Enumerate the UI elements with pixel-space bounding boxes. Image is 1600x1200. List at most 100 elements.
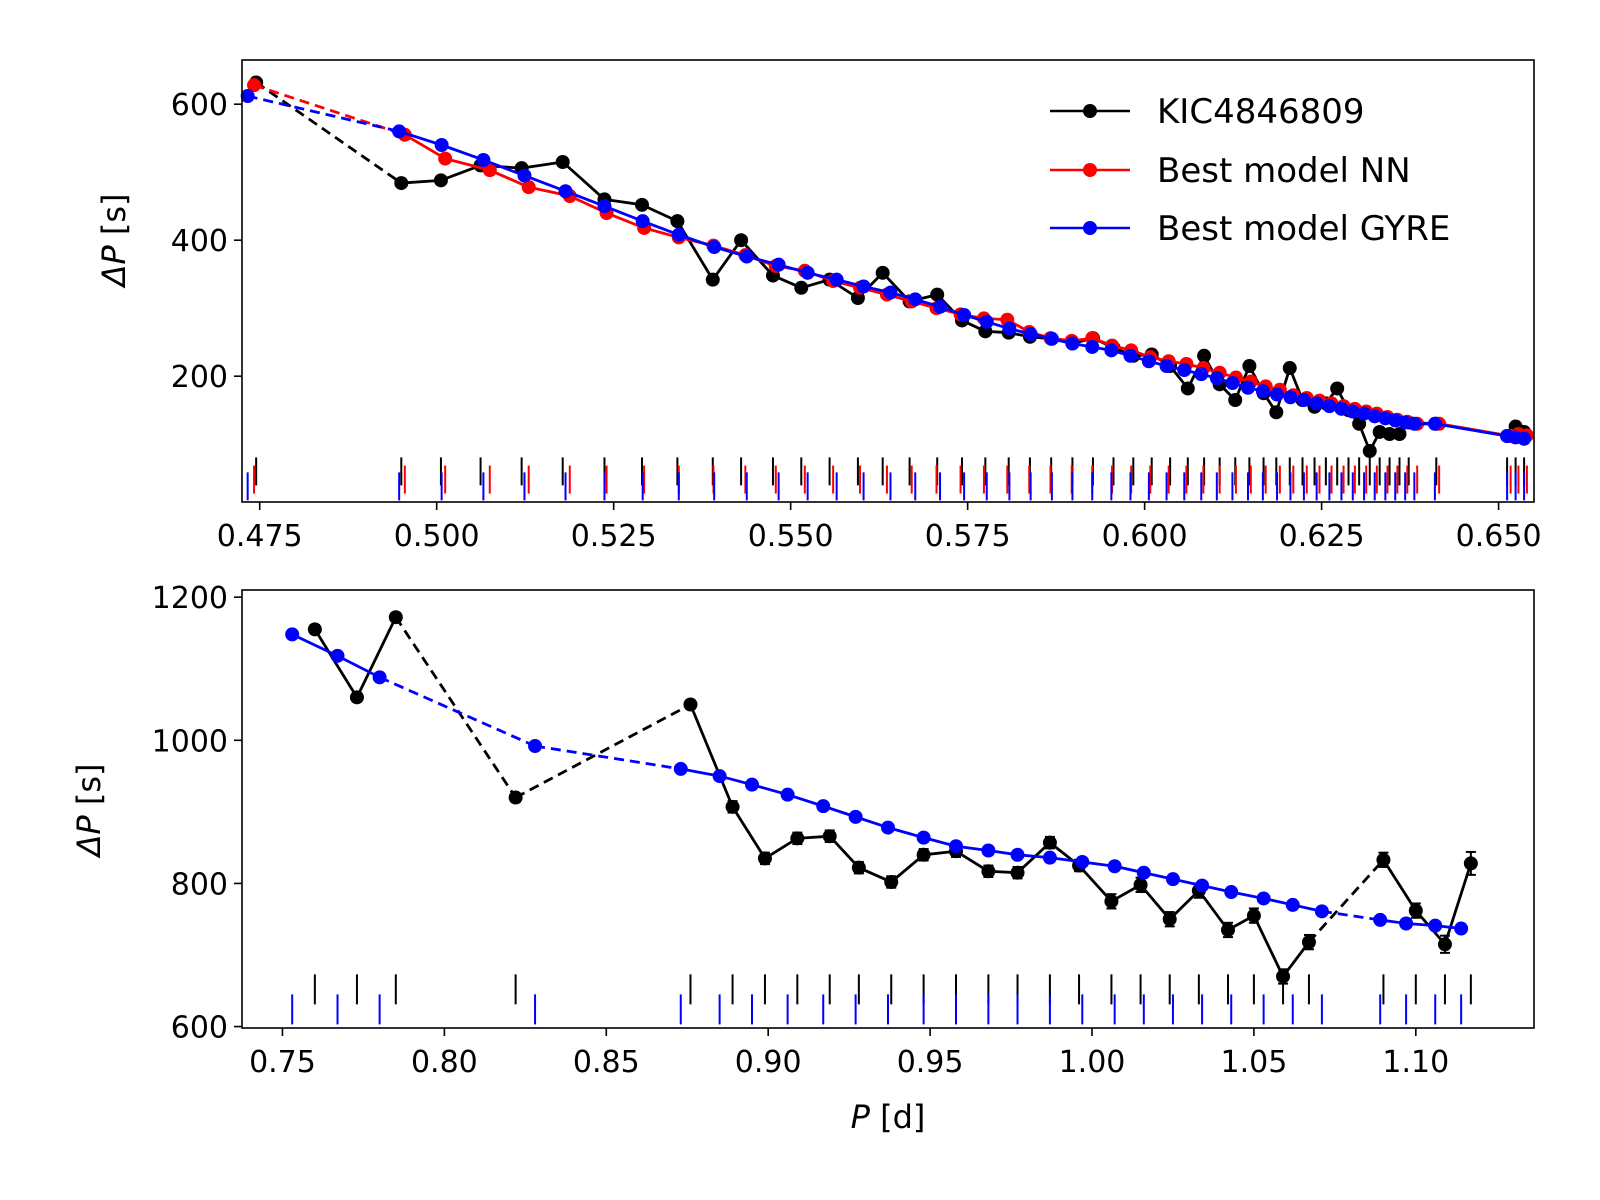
y-tick-label: 800	[171, 867, 228, 902]
data-point	[1330, 381, 1345, 396]
data-point	[1002, 321, 1017, 336]
data-point	[1309, 396, 1324, 411]
data-point	[780, 787, 795, 802]
data-point	[712, 769, 727, 784]
series-segment	[1139, 883, 1171, 921]
data-point	[555, 155, 570, 169]
bottom-y-axis-label: ΔP [s]	[70, 764, 108, 860]
x-tick-label: 0.600	[1102, 519, 1188, 554]
x-tick-label: 0.90	[735, 1045, 802, 1080]
legend-label-nn: Best model NN	[1157, 151, 1411, 191]
data-point	[1044, 331, 1059, 346]
data-point	[635, 214, 650, 229]
top-y-axis: 200 400 600	[171, 88, 242, 395]
data-point	[433, 173, 448, 188]
top-x-axis: 0.475 0.500 0.525 0.550 0.575 0.600 0.625 0.650	[217, 502, 1542, 554]
series-segment	[482, 158, 525, 177]
data-point	[1269, 405, 1284, 420]
series-segment	[523, 174, 567, 193]
data-point	[671, 227, 686, 242]
data-point	[1246, 908, 1261, 923]
data-point	[521, 180, 536, 195]
data-point	[1136, 865, 1151, 880]
x-tick-label: 0.95	[897, 1045, 964, 1080]
data-point	[438, 151, 453, 166]
data-point	[816, 799, 831, 814]
legend-entry-observed: KIC4846809	[1050, 92, 1365, 132]
data-point	[1345, 404, 1360, 419]
legend-marker-observed	[1083, 104, 1097, 118]
x-tick-label: 1.05	[1221, 1045, 1288, 1080]
data-point	[1075, 854, 1090, 869]
data-point	[979, 314, 994, 329]
data-point	[851, 860, 866, 875]
series-segment	[441, 143, 484, 162]
data-point	[1463, 856, 1478, 871]
series-segment	[890, 853, 925, 884]
data-point	[1225, 376, 1240, 390]
data-point	[1367, 409, 1382, 424]
data-point	[790, 831, 805, 846]
data-point	[1177, 363, 1192, 378]
data-point	[1437, 937, 1452, 952]
data-point	[1285, 897, 1300, 912]
data-point	[881, 820, 895, 835]
data-point	[1107, 859, 1122, 874]
data-point	[394, 176, 409, 191]
data-point	[957, 308, 972, 322]
series-segment	[355, 616, 398, 698]
data-point	[1224, 885, 1239, 900]
data-point	[1282, 361, 1297, 376]
data-point	[349, 690, 364, 705]
series-segment	[440, 164, 482, 182]
series-segment	[1434, 422, 1508, 438]
series-segment	[379, 676, 536, 748]
data-point	[981, 843, 996, 858]
legend-marker-gyre	[1083, 221, 1097, 235]
data-point	[1042, 850, 1057, 865]
data-point	[1209, 371, 1224, 386]
x-tick-label: 0.75	[249, 1045, 316, 1080]
data-point	[1283, 390, 1298, 405]
y-tick-label: 600	[171, 1011, 228, 1046]
legend-marker-nn	[1083, 163, 1097, 177]
series-segment	[255, 81, 403, 185]
data-point	[1256, 891, 1271, 906]
x-tick-label: 0.650	[1456, 519, 1542, 554]
data-point	[856, 279, 871, 294]
data-point	[1334, 401, 1349, 416]
data-point	[683, 697, 698, 712]
data-point	[240, 89, 255, 104]
data-point	[848, 809, 863, 824]
x-axis-label: P [d]	[851, 1098, 926, 1136]
data-point	[1104, 343, 1119, 358]
series-segment	[689, 703, 734, 808]
data-point	[771, 257, 786, 272]
series-segment	[1443, 862, 1473, 945]
data-point	[734, 233, 749, 248]
data-point	[1301, 935, 1316, 950]
bottom-y-axis: 600 800 1000 1200	[152, 581, 242, 1046]
data-point	[508, 790, 523, 805]
data-point	[1221, 922, 1235, 937]
data-point	[517, 168, 532, 183]
data-point	[1408, 903, 1423, 918]
series-segment	[398, 130, 443, 147]
data-point	[1382, 427, 1397, 441]
data-point	[981, 864, 996, 879]
data-point	[285, 627, 300, 642]
data-point	[1322, 399, 1337, 414]
data-point	[1159, 359, 1174, 373]
series-segment	[253, 83, 406, 137]
data-point	[1065, 336, 1080, 351]
data-point	[673, 761, 688, 776]
data-point	[725, 799, 740, 814]
series-segment	[1307, 858, 1385, 944]
data-point	[1407, 416, 1422, 431]
series-segment	[731, 806, 767, 860]
data-point	[372, 670, 387, 685]
series-segment	[1078, 864, 1113, 903]
data-point	[392, 124, 407, 139]
series-segment	[711, 239, 743, 281]
y-tick-label: 1200	[152, 581, 228, 616]
